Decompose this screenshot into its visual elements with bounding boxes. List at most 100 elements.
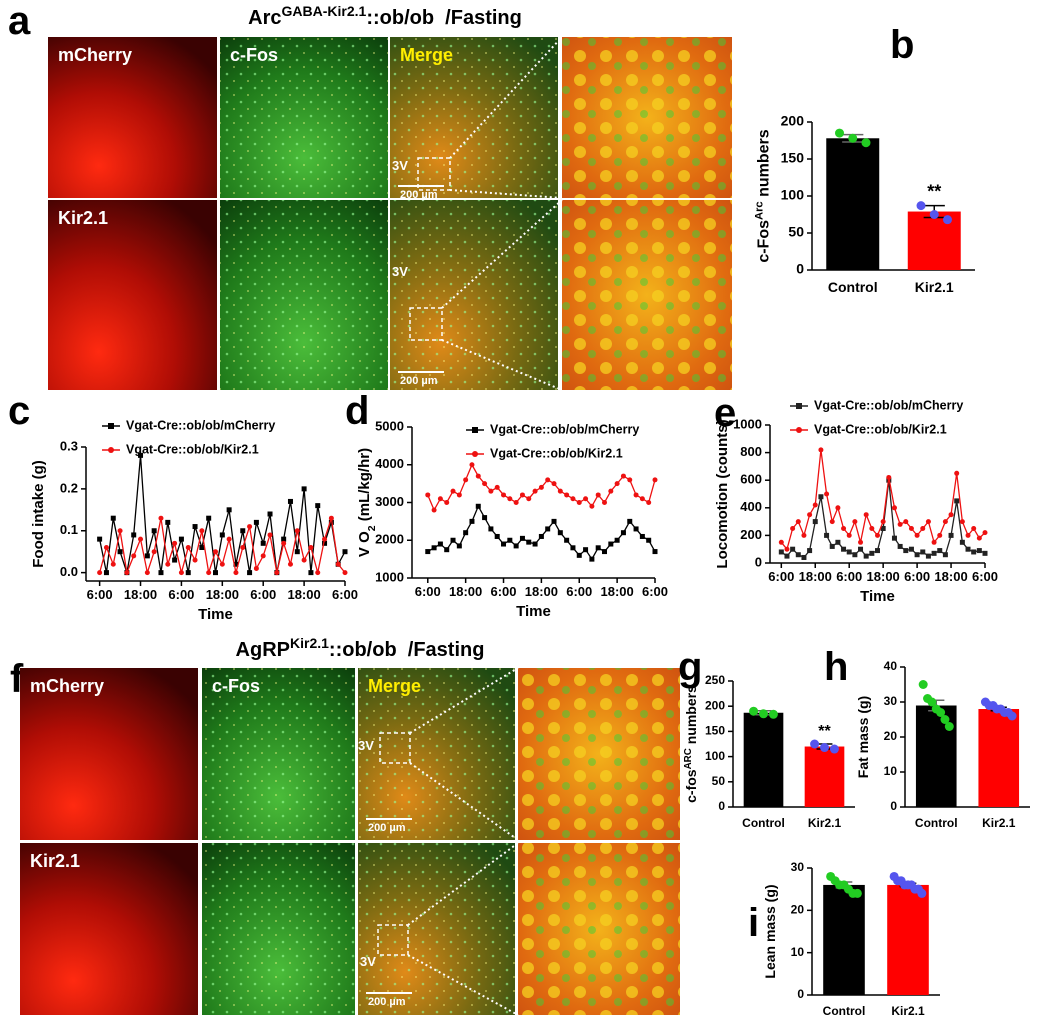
data-point	[768, 709, 778, 719]
y-tick-label: 0	[796, 261, 804, 277]
data-point	[287, 498, 293, 504]
data-point	[914, 552, 920, 558]
data-point	[820, 743, 829, 753]
micrograph-texture	[562, 200, 732, 390]
scale-bar-label: 200 µm	[368, 996, 406, 1008]
micrograph-texture	[358, 843, 515, 1015]
x-tick-label: 18:00	[287, 587, 320, 602]
data-point	[557, 488, 563, 494]
data-point	[914, 532, 920, 538]
data-point	[138, 536, 144, 542]
data-point	[165, 519, 171, 525]
x-tick-label: Kir2.1	[915, 279, 954, 295]
y-tick-label: 0.1	[60, 522, 78, 537]
data-point	[835, 505, 841, 511]
data-point	[328, 515, 334, 521]
x-tick-label: 6:00	[250, 587, 276, 602]
data-point	[564, 537, 570, 543]
data-point	[444, 547, 450, 553]
data-point	[557, 530, 563, 536]
data-point	[918, 680, 928, 689]
significance: **	[818, 723, 831, 740]
data-point	[595, 492, 601, 498]
data-point	[450, 488, 456, 494]
data-point	[925, 519, 931, 525]
legend-label: Vgat-Cre::ob/ob/mCherry	[126, 418, 275, 432]
data-point	[801, 532, 807, 538]
data-point	[818, 447, 824, 453]
data-point	[880, 519, 886, 525]
data-point	[456, 543, 462, 549]
micrograph-texture	[220, 200, 388, 390]
legend-label: Vgat-Cre::ob/ob/mCherry	[814, 398, 963, 412]
x-axis-label: Time	[516, 603, 551, 620]
data-point	[795, 519, 801, 525]
data-point	[589, 503, 595, 509]
y-tick-label: 200	[781, 113, 805, 129]
data-point	[875, 548, 880, 554]
data-point	[937, 532, 943, 538]
data-point	[532, 488, 538, 494]
data-point	[233, 570, 239, 576]
data-point	[818, 494, 824, 500]
data-point	[920, 526, 926, 531]
data-point	[475, 473, 481, 479]
data-point	[213, 570, 218, 576]
panel-letter: c	[8, 389, 30, 433]
data-point	[920, 549, 926, 555]
x-tick-label: 18:00	[449, 584, 482, 599]
y-tick-label: 200	[740, 527, 762, 542]
y-axis-label-part: numbers	[756, 129, 773, 201]
micrograph-texture	[220, 37, 388, 198]
micrograph	[20, 668, 198, 840]
data-point	[131, 553, 137, 559]
data-point	[469, 518, 475, 524]
data-point	[852, 888, 862, 898]
data-point	[810, 739, 820, 749]
data-point	[138, 452, 144, 458]
y-tick-label: 0.2	[60, 480, 78, 495]
y-axis-label: Food intake (g)	[30, 460, 47, 568]
data-point	[158, 570, 164, 576]
data-point	[801, 554, 807, 560]
data-point	[608, 541, 614, 547]
data-point	[301, 557, 307, 563]
data-point	[97, 570, 103, 576]
data-point	[287, 561, 293, 567]
data-point	[583, 547, 589, 553]
data-point	[144, 553, 150, 559]
data-point	[903, 548, 909, 554]
data-point	[976, 548, 982, 554]
data-point	[322, 536, 328, 542]
data-point	[824, 491, 830, 497]
zoom-line	[441, 339, 563, 391]
data-point	[778, 549, 784, 555]
data-point	[335, 561, 341, 567]
data-point	[646, 537, 652, 543]
data-point	[519, 535, 525, 541]
data-point	[936, 708, 946, 717]
y-tick-label: 800	[740, 444, 762, 459]
data-point	[117, 528, 123, 534]
legend-marker	[796, 427, 802, 433]
x-tick-label: 6:00	[87, 587, 113, 602]
zoom-box	[417, 157, 451, 191]
data-point	[192, 524, 198, 530]
data-point	[589, 556, 595, 562]
y-tick-label: 20	[884, 729, 898, 743]
data-point	[931, 539, 937, 545]
figure-title-part: Arc	[248, 7, 281, 29]
data-point	[463, 530, 469, 536]
data-point	[226, 507, 232, 513]
data-point	[117, 549, 123, 555]
data-point	[281, 540, 287, 546]
data-point	[488, 488, 494, 494]
bar	[978, 709, 1020, 807]
data-point	[925, 553, 931, 559]
data-point	[253, 519, 259, 525]
data-point	[437, 541, 443, 547]
data-point	[886, 474, 892, 480]
channel-label: Merge	[400, 45, 453, 65]
legend-label: Vgat-Cre::ob/ob/mCherry	[490, 422, 639, 436]
